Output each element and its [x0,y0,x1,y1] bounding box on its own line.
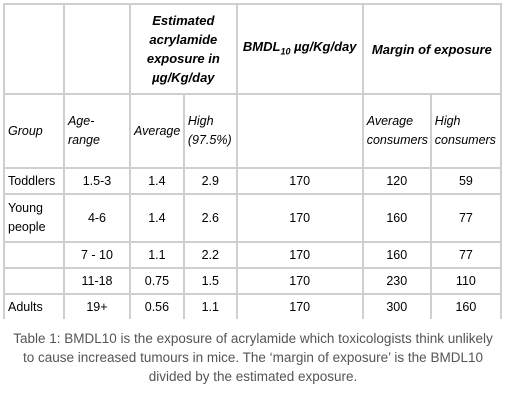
cell-high: 2.9 [184,169,236,193]
cell-moe-average: 120 [363,169,430,193]
cell-high: 2.6 [184,195,236,241]
cell-bmdl: 170 [237,295,362,319]
header-bmdl-sub: 10 [280,46,291,57]
caption-line: divided by the estimated exposure. [148,369,358,384]
cell-group [5,269,63,293]
table-row: 11-18 0.75 1.5 170 230 110 [5,269,500,293]
cell-group: Toddlers [5,169,63,193]
cell-bmdl: 170 [237,169,362,193]
subheader-average-consumers: Average consumers [363,95,430,167]
cell-average: 1.1 [131,243,183,267]
cell-high: 2.2 [184,243,236,267]
table-row: Adults 19+ 0.56 1.1 170 300 160 [5,295,500,319]
cell-bmdl: 170 [237,243,362,267]
table-row: 7 - 10 1.1 2.2 170 160 77 [5,243,500,267]
exposure-table-figure: Estimated acrylamide exposure in µg/Kg/d… [3,3,502,319]
cell-moe-average: 300 [363,295,430,319]
cell-moe-high: 77 [431,243,500,267]
cell-group: Adults [5,295,63,319]
cell-moe-high: 77 [431,195,500,241]
header-empty-cell [64,5,129,93]
cell-bmdl: 170 [237,195,362,241]
header-margin-of-exposure: Margin of exposure [363,5,500,93]
header-estimated-exposure: Estimated acrylamide exposure in µg/Kg/d… [131,5,236,93]
cell-age: 7 - 10 [64,243,129,267]
header-empty-cell [5,5,63,93]
cell-bmdl: 170 [237,269,362,293]
cell-age: 1.5-3 [64,169,129,193]
cell-moe-high: 160 [431,295,500,319]
cell-age: 19+ [64,295,129,319]
cell-moe-high: 110 [431,269,500,293]
cell-group: Young people [5,195,63,241]
table-row: Young people 4-6 1.4 2.6 170 160 77 [5,195,500,241]
subheader-high-consumers: High consumers [431,95,500,167]
cell-moe-average: 160 [363,195,430,241]
cell-high: 1.5 [184,269,236,293]
cell-group [5,243,63,267]
cell-average: 1.4 [131,169,183,193]
header-bmdl-prefix: BMDL [242,38,281,54]
cell-high: 1.1 [184,295,236,319]
header-bmdl-suffix: µg/Kg/day [290,38,357,54]
cell-moe-average: 160 [363,243,430,267]
caption-line: Table 1: BMDL10 is the exposure of acryl… [13,331,493,346]
caption-line: to cause increased tumours in mice. The … [23,350,483,365]
subheader-row: Group Age-range Average High (97.5%) Ave… [5,95,500,167]
subheader-empty-cell [237,95,362,167]
cell-moe-average: 230 [363,269,430,293]
cell-moe-high: 59 [431,169,500,193]
header-bmdl: BMDL10 µg/Kg/day [237,5,362,93]
cell-age: 11-18 [64,269,129,293]
cell-age: 4-6 [64,195,129,241]
exposure-table: Estimated acrylamide exposure in µg/Kg/d… [3,3,502,321]
cell-average: 0.75 [131,269,183,293]
cell-average: 0.56 [131,295,183,319]
subheader-high: High (97.5%) [184,95,236,167]
subheader-average: Average [131,95,183,167]
subheader-age-range: Age-range [64,95,129,167]
table-caption: Table 1: BMDL10 is the exposure of acryl… [0,329,506,386]
table-row: Toddlers 1.5-3 1.4 2.9 170 120 59 [5,169,500,193]
header-row: Estimated acrylamide exposure in µg/Kg/d… [5,5,500,93]
subheader-group: Group [5,95,63,167]
cell-average: 1.4 [131,195,183,241]
